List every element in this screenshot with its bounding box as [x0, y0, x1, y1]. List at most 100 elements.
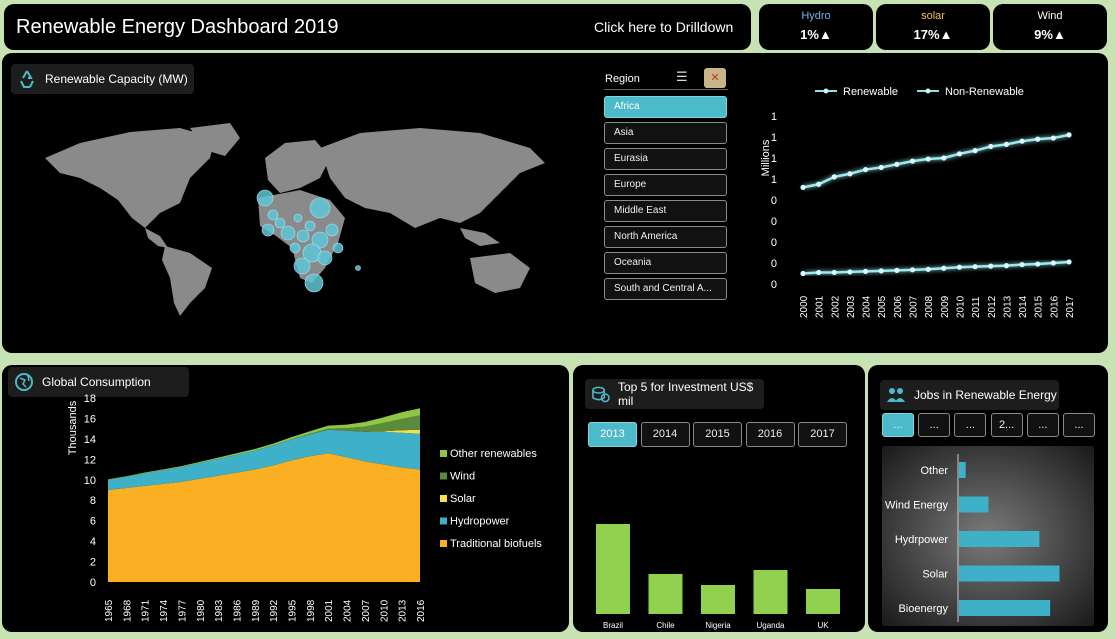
north-america — [45, 128, 215, 228]
category-label: Nigeria — [705, 621, 731, 630]
coins-icon — [592, 386, 610, 403]
data-point — [925, 266, 931, 272]
investment-bar-chile — [648, 574, 683, 614]
legend-label: Traditional biofuels — [450, 538, 542, 550]
year-button-2014[interactable]: 2014 — [640, 422, 690, 447]
data-point — [862, 268, 869, 274]
data-point — [1066, 259, 1072, 265]
greenland — [190, 123, 240, 156]
jobs-bar-bioenergy — [959, 600, 1051, 616]
x-tick-label: 2001 — [324, 599, 335, 622]
europe — [265, 140, 330, 193]
region-item-eurasia[interactable]: Eurasia — [604, 148, 727, 170]
region-item-north-america[interactable]: North America — [604, 226, 727, 248]
region-slicer-header: Region ☰ ✕ — [604, 66, 728, 90]
y-axis-label: Millions — [760, 139, 772, 176]
jobs-filter-button[interactable]: ... — [954, 413, 987, 437]
kpi-hydro: Hydro 1%▲ — [759, 4, 873, 50]
data-point — [941, 155, 947, 161]
data-point — [816, 181, 822, 187]
category-label: Other — [920, 465, 948, 477]
x-tick-label: 2001 — [815, 295, 826, 318]
jobs-bar-hydrpower — [959, 531, 1040, 547]
y-tick-label: 6 — [90, 516, 96, 528]
data-point — [1050, 135, 1056, 141]
jobs-filter-button[interactable]: ... — [1026, 413, 1059, 437]
y-tick-label: 1 — [771, 153, 777, 165]
year-button-2013[interactable]: 2013 — [588, 422, 637, 447]
x-tick-label: 2017 — [1065, 295, 1076, 318]
x-tick-label: 2010 — [955, 295, 966, 318]
year-button-2016[interactable]: 2016 — [745, 422, 795, 447]
x-tick-label: 2007 — [909, 295, 920, 318]
data-point — [862, 166, 869, 173]
region-item-south-and-central-a[interactable]: South and Central A... — [604, 278, 727, 300]
jobs-filter-button[interactable]: ... — [882, 413, 914, 437]
y-tick-label: 8 — [90, 495, 96, 507]
y-tick-label: 0 — [771, 237, 777, 249]
asia — [320, 128, 545, 228]
data-point — [1035, 261, 1041, 267]
category-label: UK — [817, 621, 829, 630]
investment-bar-brazil — [596, 524, 630, 614]
kpi-solar: solar 17%▲ — [876, 4, 990, 50]
investment-bar-uk — [806, 589, 840, 614]
capacity-title: Renewable Capacity (MW) — [45, 72, 188, 86]
y-tick-label: 18 — [84, 393, 96, 405]
drilldown-link[interactable]: Click here to Drilldown — [594, 19, 734, 35]
data-point — [816, 269, 822, 276]
y-tick-label: 2 — [90, 557, 96, 569]
year-button-2015[interactable]: 2015 — [693, 422, 742, 447]
data-point — [800, 270, 806, 277]
region-item-europe[interactable]: Europe — [604, 174, 727, 196]
jobs-filter-button[interactable]: 2... — [990, 413, 1023, 437]
legend-marker — [925, 88, 931, 94]
series-line-renewable — [802, 133, 1070, 189]
x-tick-label: 1980 — [196, 599, 207, 622]
region-item-middle-east[interactable]: Middle East — [604, 200, 727, 222]
data-point — [925, 156, 931, 162]
jobs-bar-wind-energy — [959, 496, 989, 513]
investment-bar-uganda — [753, 570, 788, 614]
y-tick-label: 1 — [771, 132, 777, 144]
x-tick-label: 1971 — [141, 599, 152, 622]
region-item-africa[interactable]: Africa — [604, 96, 727, 118]
jobs-filter-button[interactable]: ... — [1063, 413, 1095, 437]
jobs-filter-button[interactable]: ... — [918, 413, 951, 437]
legend-label: Solar — [450, 493, 476, 505]
legend-marker — [823, 88, 829, 94]
x-tick-label: 2012 — [987, 295, 998, 318]
y-tick-label: 1 — [771, 174, 777, 186]
data-point — [972, 264, 978, 270]
region-item-asia[interactable]: Asia — [604, 122, 727, 144]
x-tick-label: 2004 — [343, 599, 354, 622]
data-point — [988, 263, 994, 269]
x-tick-label: 2002 — [830, 295, 841, 318]
y-tick-label: 0 — [90, 577, 96, 589]
capacity-header: Renewable Capacity (MW) — [11, 64, 194, 94]
capacity-bubbles — [256, 189, 361, 293]
x-tick-label: 1995 — [288, 599, 299, 622]
data-point — [956, 151, 963, 157]
x-tick-label: 2013 — [398, 599, 409, 622]
kpi-value: 9%▲ — [1034, 27, 1066, 42]
globe-icon — [15, 373, 33, 391]
data-point — [847, 171, 853, 177]
multi-select-icon[interactable]: ☰ — [676, 69, 688, 84]
y-tick-label: 12 — [84, 454, 96, 466]
x-tick-label: 2008 — [924, 295, 935, 318]
y-tick-label: 0 — [771, 195, 777, 207]
region-item-oceania[interactable]: Oceania — [604, 252, 727, 274]
y-tick-label: 14 — [84, 434, 96, 446]
legend-swatch — [440, 495, 447, 502]
jobs-bar-chart: Other Wind Energy Hydrpower Solar Bioenergy — [882, 446, 1094, 626]
data-point — [909, 267, 916, 273]
investment-bar-chart: Brazil Chile Nigeria Uganda UK — [596, 524, 840, 630]
year-button-2017[interactable]: 2017 — [798, 422, 847, 447]
y-tick-label: 0 — [771, 279, 777, 291]
data-point — [894, 161, 900, 167]
kpi-label: Hydro — [801, 10, 831, 22]
x-tick-label: 1998 — [306, 599, 317, 622]
clear-filter-icon[interactable]: ✕ — [704, 68, 726, 88]
data-point — [831, 174, 837, 180]
